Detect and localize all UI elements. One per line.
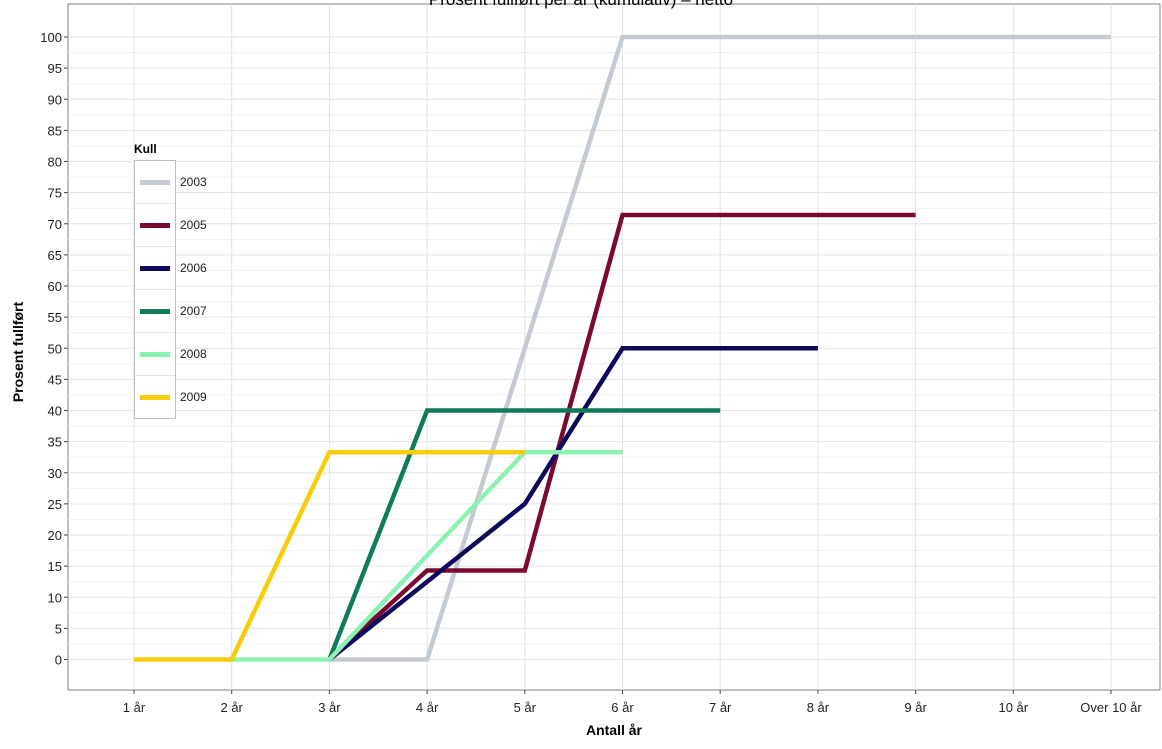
legend-swatch: [140, 266, 170, 271]
series-line-2009: [134, 449, 525, 662]
y-axis-label: Prosent fullført: [10, 301, 26, 403]
y-tick-label: 85: [48, 123, 62, 138]
x-tick-label: 2 år: [220, 700, 243, 715]
y-tick-label: 0: [55, 653, 62, 668]
x-tick-label: 3 år: [318, 700, 341, 715]
legend-item-2007: 2007: [135, 290, 207, 333]
legend-item-2005: 2005: [135, 204, 207, 247]
legend-box: 2003 2005 2006 2007 2008 2009: [134, 160, 207, 419]
legend-swatch: [140, 223, 170, 228]
legend: Kull 2003 2005 2006 2007 2008 2009: [134, 142, 207, 419]
y-tick-label: 55: [48, 310, 62, 325]
x-tick-label: 8 år: [807, 700, 830, 715]
legend-label: 2009: [180, 390, 207, 404]
x-tick-label: 9 år: [904, 700, 927, 715]
series-line-2007: [327, 408, 721, 661]
x-tick-label: Over 10 år: [1080, 700, 1142, 715]
y-tick-label: 20: [48, 528, 62, 543]
y-tick-label: 90: [48, 92, 62, 107]
legend-item-2003: 2003: [135, 161, 207, 204]
legend-swatch: [140, 352, 170, 357]
legend-swatch: [140, 309, 170, 314]
y-tick-label: 60: [48, 279, 62, 294]
legend-label: 2008: [180, 347, 207, 361]
plot-panel: [67, 3, 1161, 691]
y-tick-label: 50: [48, 341, 62, 356]
legend-label: 2005: [180, 218, 207, 232]
legend-label: 2007: [180, 304, 207, 318]
x-axis-label: Antall år: [585, 722, 642, 738]
y-tick-label: 25: [48, 497, 62, 512]
x-tick-label: 10 år: [998, 700, 1028, 715]
y-tick-label: 5: [55, 621, 62, 636]
x-tick-label: 4 år: [416, 700, 439, 715]
y-tick-label: 15: [48, 559, 62, 574]
y-tick-label: 95: [48, 61, 62, 76]
legend-swatch: [140, 180, 170, 185]
legend-title: Kull: [134, 142, 157, 156]
legend-label: 2006: [180, 261, 207, 275]
y-tick-label: 80: [48, 155, 62, 170]
series-line-2005: [327, 212, 916, 662]
y-tick-label: 10: [48, 590, 62, 605]
y-tick-label: 65: [48, 248, 62, 263]
legend-swatch: [140, 395, 170, 400]
y-tick-label: 40: [48, 404, 62, 419]
x-tick-label: 7 år: [709, 700, 732, 715]
x-tick-label: 1 år: [123, 700, 146, 715]
y-tick-label: 30: [48, 466, 62, 481]
x-tick-label: 6 år: [611, 700, 634, 715]
x-tick-label: 5 år: [514, 700, 537, 715]
series-line-2006: [327, 346, 818, 662]
legend-item-2008: 2008: [135, 333, 207, 376]
legend-item-2006: 2006: [135, 247, 207, 290]
legend-label: 2003: [180, 175, 207, 189]
y-tick-label: 45: [48, 372, 62, 387]
legend-item-2009: 2009: [135, 376, 207, 418]
y-tick-label: 75: [48, 186, 62, 201]
series-line-2008: [231, 449, 623, 662]
chart-title: Prosent fullført per år (kumulativ) – ne…: [0, 0, 1162, 10]
y-tick-label: 70: [48, 217, 62, 232]
y-tick-label: 35: [48, 435, 62, 450]
y-tick-label: 100: [40, 30, 62, 45]
